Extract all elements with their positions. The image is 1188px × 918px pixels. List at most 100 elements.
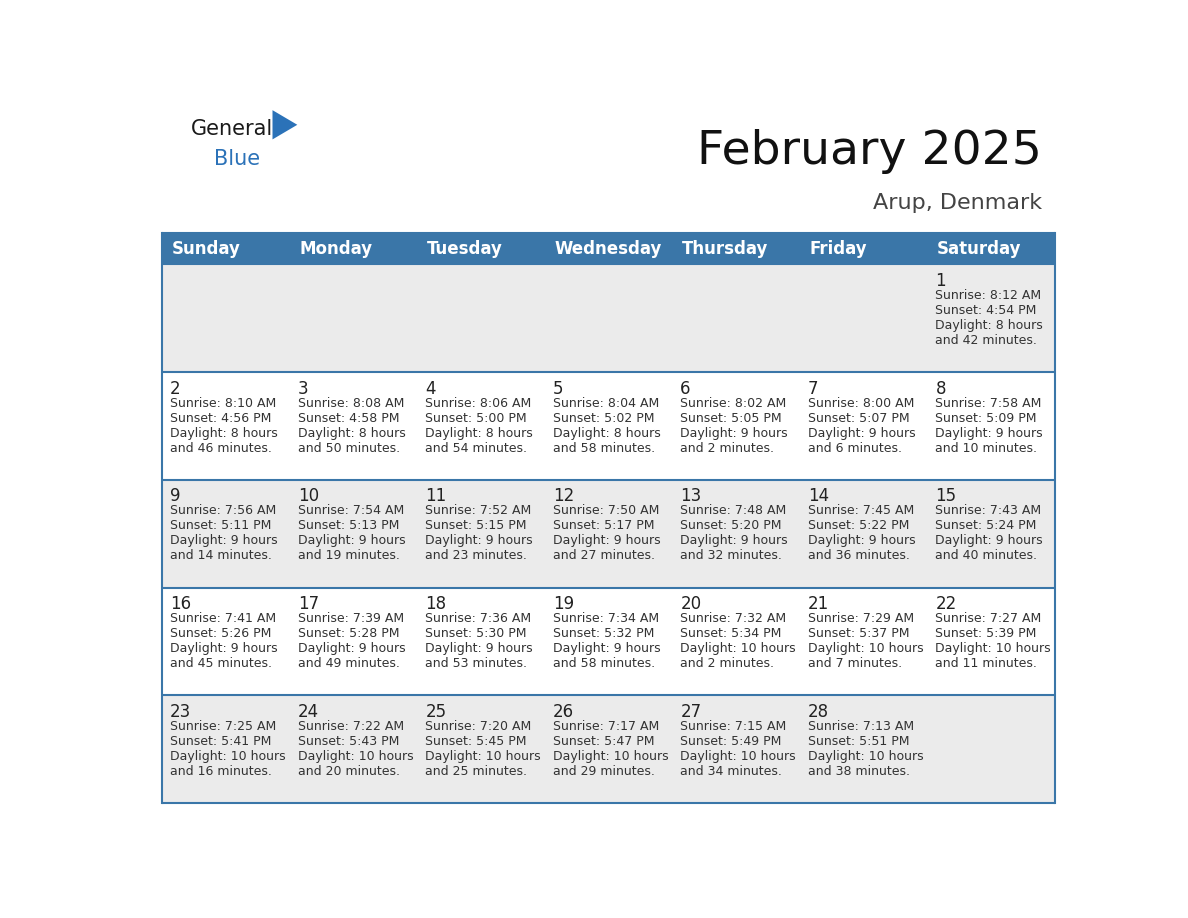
Text: 5: 5: [552, 380, 563, 397]
Bar: [163, 588, 1055, 695]
Text: and 27 minutes.: and 27 minutes.: [552, 550, 655, 563]
Text: Daylight: 9 hours: Daylight: 9 hours: [552, 534, 661, 547]
Text: and 32 minutes.: and 32 minutes.: [681, 550, 782, 563]
Text: Blue: Blue: [214, 149, 260, 169]
Text: 4: 4: [425, 380, 436, 397]
Text: Sunset: 5:17 PM: Sunset: 5:17 PM: [552, 520, 655, 532]
Text: Daylight: 10 hours: Daylight: 10 hours: [808, 643, 923, 655]
Text: and 38 minutes.: and 38 minutes.: [808, 765, 910, 778]
Text: Sunset: 5:39 PM: Sunset: 5:39 PM: [935, 627, 1037, 640]
Text: Daylight: 9 hours: Daylight: 9 hours: [935, 427, 1043, 440]
Text: Daylight: 10 hours: Daylight: 10 hours: [808, 750, 923, 763]
Text: 26: 26: [552, 703, 574, 721]
Text: Sunrise: 7:50 AM: Sunrise: 7:50 AM: [552, 504, 659, 518]
Text: Sunrise: 7:54 AM: Sunrise: 7:54 AM: [298, 504, 404, 518]
Text: 22: 22: [935, 595, 956, 613]
Text: and 49 minutes.: and 49 minutes.: [298, 657, 399, 670]
Text: 21: 21: [808, 595, 829, 613]
Text: Daylight: 10 hours: Daylight: 10 hours: [170, 750, 286, 763]
Text: Sunrise: 7:25 AM: Sunrise: 7:25 AM: [170, 720, 277, 733]
Text: 6: 6: [681, 380, 691, 397]
Text: Sunset: 5:07 PM: Sunset: 5:07 PM: [808, 411, 910, 425]
Text: and 34 minutes.: and 34 minutes.: [681, 765, 782, 778]
Text: Arup, Denmark: Arup, Denmark: [873, 193, 1042, 213]
Text: 18: 18: [425, 595, 447, 613]
Text: and 40 minutes.: and 40 minutes.: [935, 550, 1037, 563]
Text: Sunrise: 7:41 AM: Sunrise: 7:41 AM: [170, 612, 277, 625]
Text: Sunrise: 7:13 AM: Sunrise: 7:13 AM: [808, 720, 914, 733]
Text: Sunset: 5:49 PM: Sunset: 5:49 PM: [681, 735, 782, 748]
Text: Sunset: 5:24 PM: Sunset: 5:24 PM: [935, 520, 1037, 532]
Text: and 23 minutes.: and 23 minutes.: [425, 550, 527, 563]
Text: 7: 7: [808, 380, 819, 397]
Text: and 46 minutes.: and 46 minutes.: [170, 442, 272, 454]
Text: 3: 3: [298, 380, 309, 397]
Text: 11: 11: [425, 487, 447, 506]
Text: Daylight: 9 hours: Daylight: 9 hours: [681, 427, 788, 440]
Text: Sunrise: 7:39 AM: Sunrise: 7:39 AM: [298, 612, 404, 625]
Text: Daylight: 8 hours: Daylight: 8 hours: [170, 427, 278, 440]
Text: and 14 minutes.: and 14 minutes.: [170, 550, 272, 563]
Text: Monday: Monday: [299, 240, 372, 258]
Text: 1: 1: [935, 272, 946, 290]
Text: Thursday: Thursday: [682, 240, 769, 258]
Text: 19: 19: [552, 595, 574, 613]
Text: 23: 23: [170, 703, 191, 721]
Text: Sunset: 5:05 PM: Sunset: 5:05 PM: [681, 411, 782, 425]
Text: and 50 minutes.: and 50 minutes.: [298, 442, 400, 454]
Polygon shape: [272, 110, 297, 140]
Text: Saturday: Saturday: [937, 240, 1022, 258]
Text: Sunrise: 7:43 AM: Sunrise: 7:43 AM: [935, 504, 1042, 518]
Text: Sunset: 4:58 PM: Sunset: 4:58 PM: [298, 411, 399, 425]
Text: Daylight: 9 hours: Daylight: 9 hours: [170, 534, 278, 547]
Text: Sunrise: 7:52 AM: Sunrise: 7:52 AM: [425, 504, 531, 518]
Text: Sunset: 5:13 PM: Sunset: 5:13 PM: [298, 520, 399, 532]
Text: Sunset: 5:41 PM: Sunset: 5:41 PM: [170, 735, 272, 748]
Text: Sunset: 4:56 PM: Sunset: 4:56 PM: [170, 411, 272, 425]
Text: 12: 12: [552, 487, 574, 506]
Text: Daylight: 9 hours: Daylight: 9 hours: [170, 643, 278, 655]
Text: and 7 minutes.: and 7 minutes.: [808, 657, 902, 670]
Text: and 45 minutes.: and 45 minutes.: [170, 657, 272, 670]
Text: Wednesday: Wednesday: [555, 240, 662, 258]
Text: Sunset: 5:43 PM: Sunset: 5:43 PM: [298, 735, 399, 748]
Text: Sunrise: 7:15 AM: Sunrise: 7:15 AM: [681, 720, 786, 733]
Text: and 25 minutes.: and 25 minutes.: [425, 765, 527, 778]
Bar: [163, 372, 1055, 480]
Text: Sunset: 5:28 PM: Sunset: 5:28 PM: [298, 627, 399, 640]
Text: Sunset: 5:34 PM: Sunset: 5:34 PM: [681, 627, 782, 640]
Text: and 2 minutes.: and 2 minutes.: [681, 657, 775, 670]
Text: 25: 25: [425, 703, 447, 721]
Text: Sunrise: 7:27 AM: Sunrise: 7:27 AM: [935, 612, 1042, 625]
Text: and 58 minutes.: and 58 minutes.: [552, 442, 655, 454]
Text: Daylight: 10 hours: Daylight: 10 hours: [935, 643, 1051, 655]
Bar: [163, 233, 1055, 264]
Text: Sunset: 5:02 PM: Sunset: 5:02 PM: [552, 411, 655, 425]
Text: Sunset: 5:22 PM: Sunset: 5:22 PM: [808, 520, 909, 532]
Text: Sunset: 5:37 PM: Sunset: 5:37 PM: [808, 627, 910, 640]
Text: 13: 13: [681, 487, 702, 506]
Text: Sunset: 5:20 PM: Sunset: 5:20 PM: [681, 520, 782, 532]
Text: Daylight: 10 hours: Daylight: 10 hours: [298, 750, 413, 763]
Text: Daylight: 10 hours: Daylight: 10 hours: [425, 750, 541, 763]
Text: 24: 24: [298, 703, 318, 721]
Text: Daylight: 9 hours: Daylight: 9 hours: [808, 534, 916, 547]
Bar: [163, 264, 1055, 372]
Text: Sunset: 5:32 PM: Sunset: 5:32 PM: [552, 627, 655, 640]
Text: 17: 17: [298, 595, 318, 613]
Text: Daylight: 9 hours: Daylight: 9 hours: [808, 427, 916, 440]
Text: Sunset: 5:45 PM: Sunset: 5:45 PM: [425, 735, 526, 748]
Text: 15: 15: [935, 487, 956, 506]
Text: Daylight: 9 hours: Daylight: 9 hours: [425, 534, 533, 547]
Text: Sunrise: 7:20 AM: Sunrise: 7:20 AM: [425, 720, 531, 733]
Text: Sunday: Sunday: [172, 240, 241, 258]
Text: and 58 minutes.: and 58 minutes.: [552, 657, 655, 670]
Text: Sunset: 5:30 PM: Sunset: 5:30 PM: [425, 627, 526, 640]
Text: Sunset: 5:26 PM: Sunset: 5:26 PM: [170, 627, 272, 640]
Text: 16: 16: [170, 595, 191, 613]
Text: Sunrise: 7:58 AM: Sunrise: 7:58 AM: [935, 397, 1042, 409]
Text: and 11 minutes.: and 11 minutes.: [935, 657, 1037, 670]
Text: 8: 8: [935, 380, 946, 397]
Text: February 2025: February 2025: [697, 129, 1042, 174]
Text: Daylight: 9 hours: Daylight: 9 hours: [681, 534, 788, 547]
